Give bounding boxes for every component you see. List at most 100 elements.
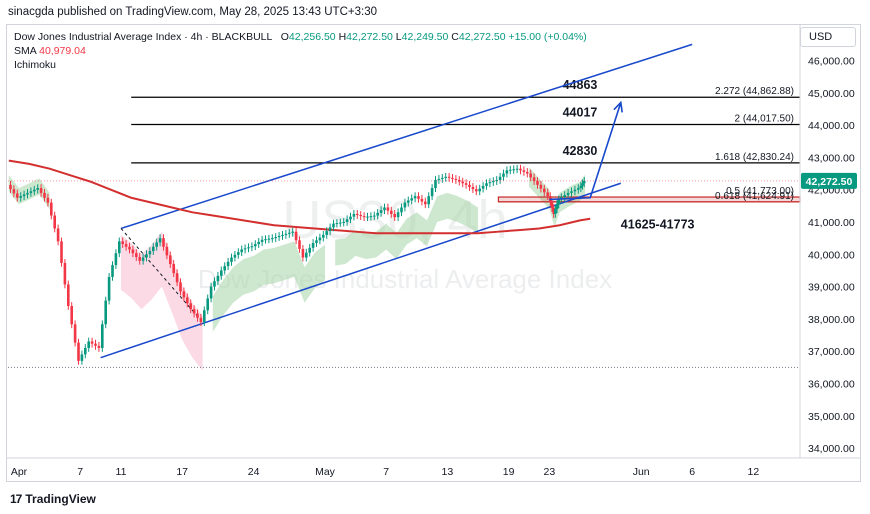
candle-body: [417, 196, 420, 199]
candle-body: [186, 297, 189, 304]
legend-sma-row[interactable]: SMA 40,979.04: [14, 44, 587, 58]
candle-body: [362, 216, 366, 218]
candle-body: [29, 191, 33, 193]
candle-body: [461, 181, 464, 184]
candle-body: [555, 204, 559, 210]
price-candles: [9, 164, 586, 365]
candle-body: [451, 177, 454, 179]
candle-body: [220, 270, 223, 276]
candle-body: [182, 291, 186, 298]
legend-ichimoku-row[interactable]: Ichimoku: [14, 58, 587, 72]
candle-body: [63, 262, 67, 285]
candle-body: [526, 171, 529, 174]
candle-body: [288, 232, 291, 234]
candle-body: [434, 180, 437, 189]
candle-body: [488, 182, 492, 184]
candle-body: [22, 194, 26, 197]
candle-body: [141, 257, 145, 261]
candle-body: [325, 231, 328, 235]
x-tick-label: 11: [116, 466, 127, 478]
candle-body: [400, 207, 403, 213]
candle-body: [430, 188, 434, 197]
candle-body: [53, 215, 56, 229]
projection-arrowhead: [613, 100, 623, 113]
candle-body: [332, 223, 335, 228]
candle-body: [56, 228, 60, 242]
high-value: 42,272.50: [346, 31, 393, 43]
candle-body: [77, 342, 80, 361]
close-label: C: [451, 31, 459, 43]
candle-body: [145, 254, 148, 258]
candle-body: [301, 248, 305, 258]
y-tick-label: 39,000.00: [808, 282, 855, 294]
candle-body: [298, 240, 301, 249]
candle-body: [199, 317, 203, 323]
chart-legend: Dow Jones Industrial Average Index · 4h …: [14, 30, 587, 72]
candle-body: [454, 178, 458, 181]
candle-body: [114, 253, 118, 266]
candle-body: [264, 239, 267, 241]
candle-body: [529, 173, 532, 178]
candle-body: [233, 254, 237, 258]
candle-body: [515, 168, 519, 170]
chart-frame[interactable]: [6, 24, 861, 482]
candle-body: [73, 324, 77, 343]
candle-body: [407, 200, 410, 203]
candle-body: [519, 168, 522, 171]
candle-body: [128, 246, 131, 250]
candle-body: [111, 265, 114, 277]
candle-body: [206, 298, 209, 311]
candle-body: [16, 193, 19, 198]
candle-body: [468, 184, 471, 188]
candle-body: [203, 310, 206, 323]
candle-body: [158, 238, 162, 243]
candle-body: [135, 253, 138, 257]
candle-body: [250, 246, 254, 248]
candle-body: [60, 241, 63, 263]
fib-level-label: 0.5 (41,773.00): [726, 186, 794, 197]
candle-body: [582, 180, 586, 184]
currency-button[interactable]: USD: [800, 27, 856, 47]
fib-level-label: 2.272 (44,862.88): [715, 86, 794, 97]
candle-body: [315, 240, 318, 243]
projection-path: [549, 102, 622, 201]
candle-body: [447, 176, 451, 178]
tradingview-footer[interactable]: 17 TradingView: [10, 492, 96, 506]
candle-body: [94, 343, 97, 346]
projection-arrow: [549, 100, 623, 201]
x-tick-label: Apr: [11, 466, 28, 478]
candle-body: [118, 241, 121, 254]
fib-callout-label: 44017: [563, 106, 598, 120]
candle-body: [437, 178, 441, 181]
candle-body: [257, 241, 260, 245]
candle-body: [294, 231, 298, 241]
y-tick-label: 38,000.00: [808, 314, 855, 326]
candle-body: [379, 210, 383, 213]
candle-body: [260, 239, 264, 242]
candle-body: [342, 222, 345, 223]
candle-body: [254, 244, 257, 247]
low-value: 42,249.50: [401, 31, 449, 43]
candle-body: [386, 207, 390, 211]
ichimoku-label: Ichimoku: [14, 59, 57, 71]
y-tick-label: 34,000.00: [808, 443, 855, 455]
candle-body: [169, 255, 172, 264]
symbol-label[interactable]: Dow Jones Industrial Average Index · 4h …: [14, 31, 272, 43]
candle-body: [356, 213, 359, 216]
candle-body: [522, 170, 526, 172]
sma-label: SMA: [14, 45, 37, 57]
candle-body: [546, 192, 549, 197]
candle-body: [390, 210, 393, 214]
candle-body: [345, 219, 349, 222]
candle-body: [230, 257, 233, 262]
candle-body: [427, 196, 430, 205]
candle-body: [424, 201, 427, 205]
sma-line: [8, 159, 591, 235]
candle-body: [226, 261, 230, 267]
candle-body: [505, 170, 509, 174]
candle-body: [213, 281, 216, 287]
candle-body: [271, 238, 274, 240]
candle-body: [50, 202, 53, 216]
sma-path: [8, 159, 591, 235]
